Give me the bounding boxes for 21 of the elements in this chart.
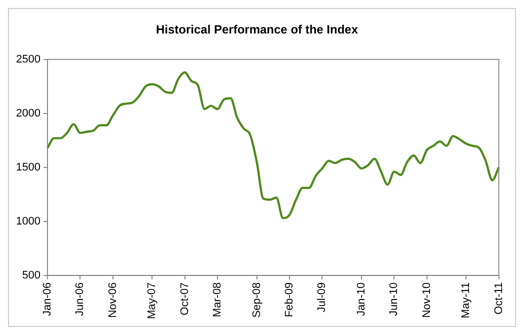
- x-tick-label: May-07: [146, 282, 158, 320]
- y-tick-label: 2500: [16, 53, 40, 66]
- x-tick-label: Oct-11: [492, 282, 505, 315]
- x-tick-label: Mar-08: [212, 282, 224, 318]
- y-tick-label: 2000: [16, 107, 40, 120]
- x-tick-label: Jun-06: [74, 282, 86, 316]
- x-tick-label: Jul-09: [316, 282, 328, 312]
- x-tick-label: Jan-10: [355, 282, 368, 316]
- x-tick-label: Oct-07: [178, 282, 191, 316]
- x-tick-label: Sep-08: [250, 282, 263, 318]
- line-series: [46, 71, 500, 220]
- y-tick-label: 1000: [16, 215, 40, 228]
- x-tick-label: Feb-09: [284, 282, 296, 318]
- y-tick-label: 500: [22, 269, 40, 282]
- chart-title: Historical Performance of the Index: [156, 22, 358, 37]
- x-tick-label: Jun-10: [388, 282, 400, 316]
- x-tick-label: Jan-06: [42, 282, 54, 316]
- x-tick-label: Nov-06: [106, 282, 119, 318]
- x-tick-label: Nov-10: [420, 282, 433, 318]
- x-tick-label: May-11: [460, 282, 472, 318]
- y-tick-label: 1500: [16, 161, 40, 174]
